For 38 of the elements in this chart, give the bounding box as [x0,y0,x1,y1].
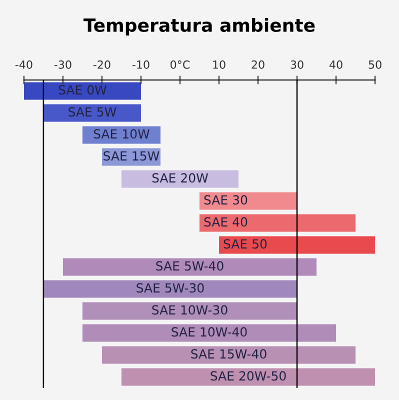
y-tick-label: SAE 10W-30 [152,305,228,315]
y-tick-label: SAE 10W [94,129,150,139]
x-tick-label: -20 [93,60,110,69]
bar [62,258,317,276]
y-tick-label: SAE 15W-40 [191,349,266,359]
y-tick-label: SAE 5W-40 [156,261,224,271]
x-tick-label: 50 [368,60,382,69]
y-tick-label: SAE 5W [68,107,116,117]
y-tick-label: SAE 15W [104,151,160,161]
bar [82,324,336,342]
y-tick-label: SAE 10W-40 [172,327,247,337]
y-tick-label: SAE 40 [204,217,248,227]
x-tick-label: -10 [132,60,150,69]
bar [43,280,298,298]
x-tick-label: -30 [54,60,72,69]
y-tick-label: SAE 0W [58,85,107,95]
y-tick-label: SAE 50 [224,239,267,249]
bar [121,368,376,386]
bar [24,82,141,100]
bar [121,170,239,188]
x-tick-label: 10 [213,60,226,69]
x-tick-label: 20 [252,60,264,69]
y-tick-label: SAE 20W-50 [210,371,286,381]
x-tick-label: 30 [290,60,304,69]
bar [219,236,376,254]
bar [82,126,160,144]
y-tick-label: SAE 30 [204,195,248,205]
y-tick-label: SAE 20W [152,173,208,183]
x-tick-label: -40 [15,60,32,69]
bar [82,302,298,320]
bar [200,192,298,210]
bar [200,214,356,232]
y-tick-label: SAE 5W-30 [136,283,204,293]
x-tick-label: 40 [330,60,342,69]
bar [43,104,141,122]
chart-title: Temperatura ambiente [83,18,315,36]
bar [102,346,356,364]
x-tick-label: 0°C [170,60,190,69]
